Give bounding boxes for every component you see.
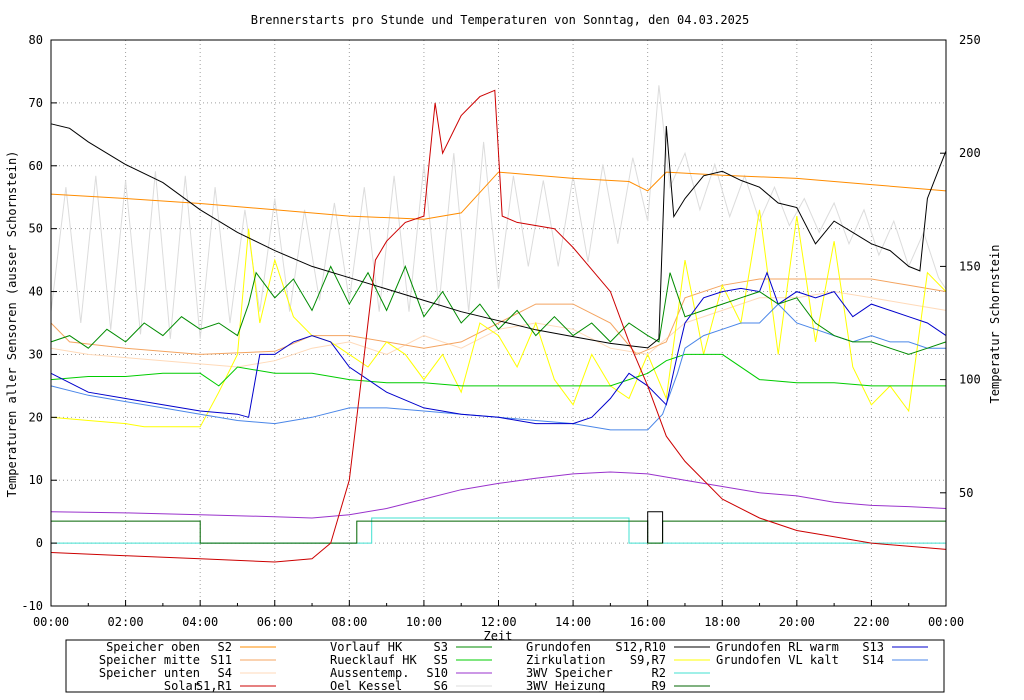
series-line-aussentemp	[50, 471, 947, 519]
y-axis-ticks: -10 0 10 20 30 40 50 60 70 80	[21, 33, 57, 613]
y-tick-label: 30	[29, 347, 43, 361]
x-tick-label: 14:00	[555, 615, 591, 629]
legend-sensor: S13	[862, 640, 884, 654]
chart-title: Brennerstarts pro Stunde und Temperature…	[251, 13, 750, 27]
y2-tick-label: 150	[959, 259, 981, 273]
y2-axis-ticks: 50 100 150 200 250	[940, 33, 981, 500]
legend-name: 3WV Speicher	[526, 666, 613, 680]
legend-name: 3WV Heizung	[526, 679, 605, 693]
x-tick-label: 22:00	[853, 615, 889, 629]
x-axis-label: Zeit	[484, 629, 513, 643]
series-line-vorlauf_hk	[50, 265, 947, 355]
y-tick-label: -10	[21, 599, 43, 613]
series-group	[50, 85, 947, 563]
y-tick-label: 40	[29, 285, 43, 299]
legend-sensor: S9,R7	[630, 653, 666, 667]
y-tick-label: 50	[29, 222, 43, 236]
legend-name: Ruecklauf HK	[330, 653, 417, 667]
legend-sensor: S6	[434, 679, 448, 693]
legend-sensor: S12,R10	[615, 640, 666, 654]
legend-sensor: S11	[210, 653, 232, 667]
y-tick-label: 20	[29, 410, 43, 424]
legend-name: Speicher unten	[99, 666, 200, 680]
series-line-solar	[50, 89, 947, 563]
burner-starts-bar	[647, 511, 664, 544]
legend-sensor: S4	[218, 666, 232, 680]
legend-name: Aussentemp.	[330, 666, 409, 680]
y2-tick-label: 100	[959, 373, 981, 387]
legend-frame	[65, 639, 945, 693]
legend-name: Solar	[164, 679, 200, 693]
legend: Speicher oben S2 Speicher mitte S11 Speicher…	[99, 640, 928, 693]
series-line-rl_warm	[50, 271, 947, 425]
x-tick-label: 16:00	[630, 615, 666, 629]
x-tick-label: 02:00	[108, 615, 144, 629]
series-line-speicher_mitte	[50, 278, 947, 356]
y-tick-label: 80	[29, 33, 43, 47]
legend-sensor: R2	[652, 666, 666, 680]
y2-tick-label: 50	[959, 486, 973, 500]
legend-sensor: R9	[652, 679, 666, 693]
x-tick-label: 06:00	[257, 615, 293, 629]
legend-sensor: S1,R1	[196, 679, 232, 693]
legend-name: Grundofen RL warm	[716, 640, 839, 654]
series-line-grundofen	[50, 123, 947, 349]
series-line-oel_kessel	[50, 85, 947, 339]
x-tick-label: 00:00	[928, 615, 964, 629]
y-axis-label: Temperaturen aller Sensoren (ausser Scho…	[5, 151, 19, 498]
x-tick-label: 10:00	[406, 615, 442, 629]
legend-name: Vorlauf HK	[330, 640, 403, 654]
x-axis-ticks: 00:00 02:00 04:00 06:00 08:00 10:00 12:00 14:00…	[33, 600, 964, 629]
y-tick-label: 10	[29, 473, 43, 487]
legend-name: Grundofen	[526, 640, 591, 654]
legend-name: Speicher oben	[106, 640, 200, 654]
legend-sensor: S10	[426, 666, 448, 680]
x-tick-label: 00:00	[33, 615, 69, 629]
y2-tick-label: 200	[959, 146, 981, 160]
series-line-speicher_oben	[50, 171, 947, 220]
y-tick-label: 70	[29, 96, 43, 110]
legend-sensor: S5	[434, 653, 448, 667]
legend-name: Speicher mitte	[99, 653, 200, 667]
y2-axis-label: Temperatur Schornstein	[988, 245, 1002, 404]
legend-sensor: S14	[862, 653, 884, 667]
x-tick-label: 18:00	[704, 615, 740, 629]
y-tick-label: 0	[36, 536, 43, 550]
y-tick-label: 60	[29, 159, 43, 173]
x-tick-label: 12:00	[480, 615, 516, 629]
series-line-ruecklauf_hk	[50, 353, 946, 387]
series-line-zirkulation	[50, 209, 947, 428]
legend-name: Grundofen VL kalt	[716, 653, 839, 667]
legend-name: Oel Kessel	[330, 679, 402, 693]
x-tick-label: 08:00	[331, 615, 367, 629]
y2-tick-label: 250	[959, 33, 981, 47]
legend-sensor: S2	[218, 640, 232, 654]
x-tick-label: 04:00	[182, 615, 218, 629]
legend-sensor: S3	[434, 640, 448, 654]
series-line-speicher_3wv	[51, 517, 946, 544]
legend-name: Zirkulation	[526, 653, 605, 667]
x-tick-label: 20:00	[779, 615, 815, 629]
